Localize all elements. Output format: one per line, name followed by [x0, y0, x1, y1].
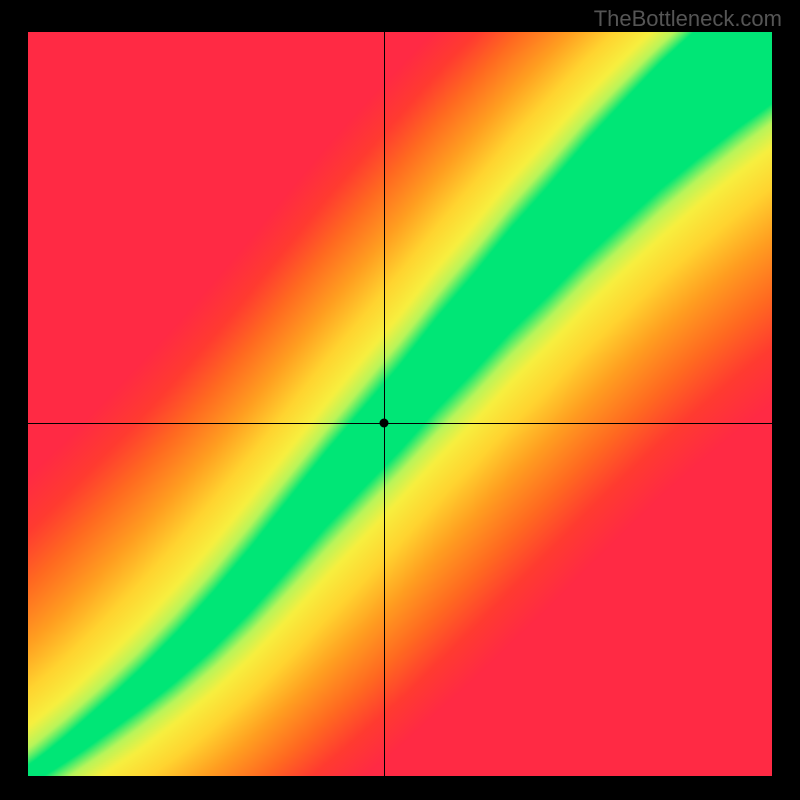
- plot-area: [28, 32, 772, 776]
- watermark-text: TheBottleneck.com: [594, 6, 782, 32]
- crosshair-horizontal: [28, 423, 772, 424]
- heatmap-canvas: [28, 32, 772, 776]
- crosshair-vertical: [384, 32, 385, 776]
- crosshair-marker: [379, 418, 388, 427]
- image-root: TheBottleneck.com: [0, 0, 800, 800]
